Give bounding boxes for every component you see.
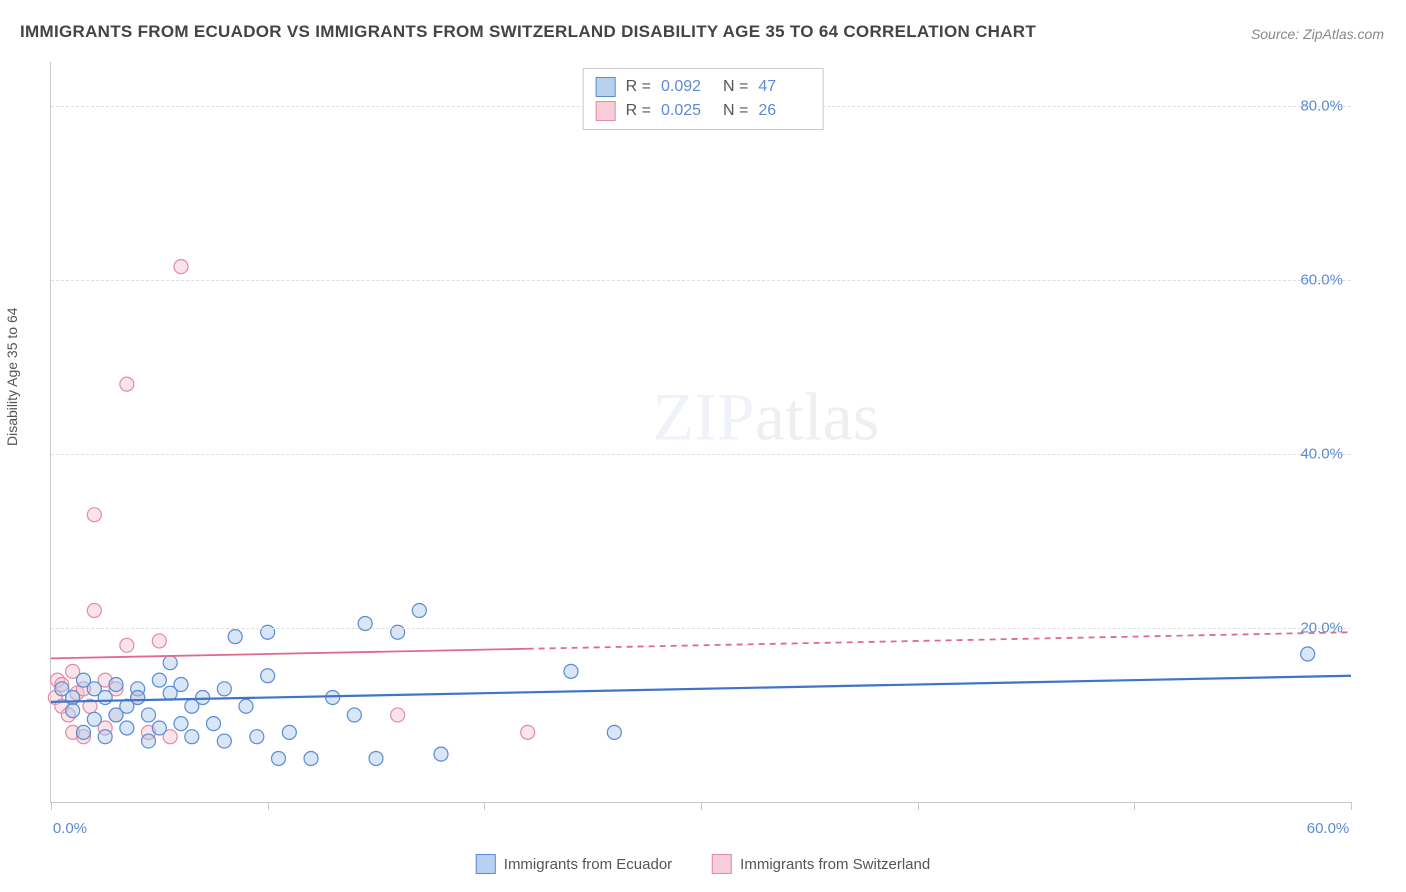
scatter-point: [272, 751, 286, 765]
scatter-point: [239, 699, 253, 713]
scatter-point: [217, 682, 231, 696]
scatter-point: [347, 708, 361, 722]
scatter-point: [174, 717, 188, 731]
legend-series-name: Immigrants from Switzerland: [740, 856, 930, 873]
scatter-point: [87, 603, 101, 617]
trend-line-dashed: [528, 632, 1351, 649]
scatter-point: [77, 725, 91, 739]
gridline: [51, 454, 1351, 455]
x-tick-label: 0.0%: [53, 820, 87, 837]
stat-r-value: 0.025: [661, 102, 713, 120]
stat-r-label: R =: [626, 102, 651, 120]
y-tick-label: 60.0%: [1300, 271, 1343, 288]
scatter-point: [391, 708, 405, 722]
scatter-point: [261, 669, 275, 683]
scatter-plot-svg: [51, 62, 1351, 802]
scatter-point: [120, 377, 134, 391]
stat-n-value: 26: [758, 102, 810, 120]
scatter-point: [564, 664, 578, 678]
scatter-point: [66, 704, 80, 718]
scatter-point: [87, 712, 101, 726]
scatter-point: [174, 260, 188, 274]
scatter-point: [185, 730, 199, 744]
bottom-legend-item: Immigrants from Switzerland: [712, 854, 930, 874]
scatter-point: [98, 730, 112, 744]
x-tick: [268, 802, 269, 810]
scatter-point: [326, 691, 340, 705]
scatter-point: [412, 603, 426, 617]
scatter-point: [607, 725, 621, 739]
stat-r-value: 0.092: [661, 78, 713, 96]
plot-area: ZIPatlas 20.0%40.0%60.0%80.0%: [50, 62, 1351, 803]
x-tick: [701, 802, 702, 810]
stat-n-value: 47: [758, 78, 810, 96]
gridline: [51, 628, 1351, 629]
x-tick: [1134, 802, 1135, 810]
scatter-point: [131, 691, 145, 705]
legend-swatch: [476, 854, 496, 874]
scatter-point: [152, 721, 166, 735]
scatter-point: [174, 677, 188, 691]
bottom-legend-item: Immigrants from Ecuador: [476, 854, 672, 874]
stat-n-label: N =: [723, 102, 748, 120]
scatter-point: [142, 734, 156, 748]
scatter-point: [109, 677, 123, 691]
x-tick: [1351, 802, 1352, 810]
scatter-point: [207, 717, 221, 731]
scatter-point: [434, 747, 448, 761]
scatter-point: [98, 691, 112, 705]
scatter-point: [163, 656, 177, 670]
scatter-point: [87, 508, 101, 522]
y-tick-label: 40.0%: [1300, 445, 1343, 462]
chart-title: IMMIGRANTS FROM ECUADOR VS IMMIGRANTS FR…: [20, 22, 1036, 42]
legend-swatch: [596, 77, 616, 97]
legend-swatch: [596, 101, 616, 121]
stats-legend: R = 0.092 N = 47 R = 0.025 N = 26: [583, 68, 824, 130]
bottom-legend: Immigrants from Ecuador Immigrants from S…: [476, 854, 930, 874]
y-tick-label: 20.0%: [1300, 619, 1343, 636]
scatter-point: [120, 721, 134, 735]
gridline: [51, 280, 1351, 281]
scatter-point: [282, 725, 296, 739]
x-tick: [918, 802, 919, 810]
scatter-point: [152, 673, 166, 687]
y-axis-label: Disability Age 35 to 64: [4, 307, 20, 446]
scatter-point: [142, 708, 156, 722]
x-tick: [484, 802, 485, 810]
scatter-point: [120, 638, 134, 652]
scatter-point: [369, 751, 383, 765]
scatter-point: [152, 634, 166, 648]
scatter-point: [228, 630, 242, 644]
trend-line: [51, 676, 1351, 702]
scatter-point: [250, 730, 264, 744]
scatter-point: [521, 725, 535, 739]
x-tick: [51, 802, 52, 810]
y-tick-label: 80.0%: [1300, 97, 1343, 114]
x-tick-label: 60.0%: [1307, 820, 1350, 837]
legend-series-name: Immigrants from Ecuador: [504, 856, 672, 873]
stats-legend-row: R = 0.092 N = 47: [596, 75, 811, 99]
scatter-point: [196, 691, 210, 705]
scatter-point: [304, 751, 318, 765]
stat-r-label: R =: [626, 78, 651, 96]
scatter-point: [1301, 647, 1315, 661]
stats-legend-row: R = 0.025 N = 26: [596, 99, 811, 123]
legend-swatch: [712, 854, 732, 874]
source-attribution: Source: ZipAtlas.com: [1251, 26, 1384, 42]
stat-n-label: N =: [723, 78, 748, 96]
scatter-point: [217, 734, 231, 748]
